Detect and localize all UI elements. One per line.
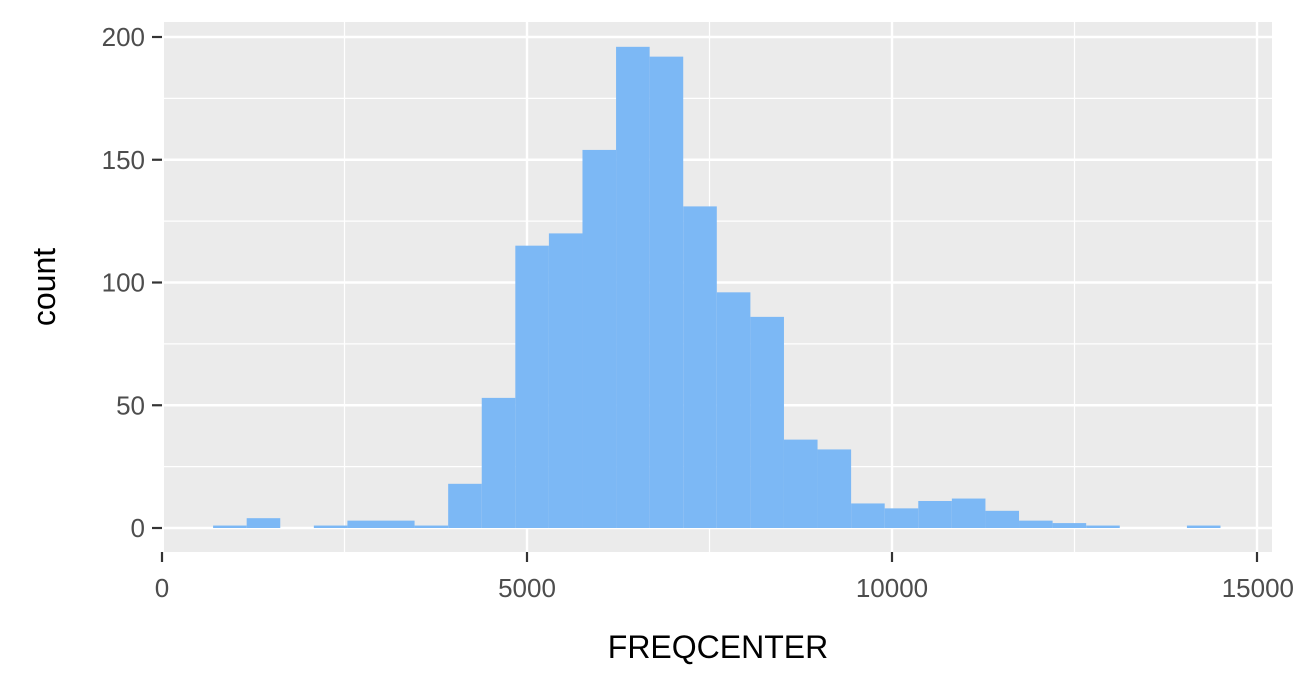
y-tick-label: 150 — [102, 145, 145, 175]
histogram-bar — [951, 498, 986, 528]
x-tick-label: 0 — [155, 573, 169, 603]
major-gridlines — [160, 22, 1272, 552]
histogram-bar — [716, 292, 751, 528]
histogram-bar — [481, 397, 516, 528]
histogram-bar — [783, 439, 818, 528]
x-tick-label: 15000 — [1222, 573, 1294, 603]
histogram-bar — [1019, 520, 1053, 528]
histogram-bar — [1052, 523, 1087, 528]
histogram-bar — [1086, 525, 1120, 528]
histogram-bar — [313, 525, 348, 528]
y-tick-label: 0 — [131, 513, 145, 543]
histogram-bar — [918, 500, 952, 528]
histogram-bar — [985, 510, 1020, 528]
histogram-bar — [347, 520, 381, 528]
histogram-bar — [213, 525, 247, 528]
y-tick-label: 100 — [102, 268, 145, 298]
histogram-bar — [1186, 525, 1221, 528]
histogram-bar — [246, 518, 281, 528]
histogram-bar — [381, 520, 415, 528]
histogram-bar — [817, 449, 852, 528]
histogram-bars — [213, 46, 1221, 529]
x-tick-label: 10000 — [856, 573, 928, 603]
histogram-bar — [884, 508, 919, 528]
y-axis-title: count — [26, 248, 62, 326]
histogram-bar — [582, 149, 617, 528]
histogram-bar — [548, 233, 583, 528]
histogram-bar — [515, 245, 549, 529]
y-tick-label: 50 — [116, 390, 145, 420]
histogram-bar — [616, 46, 650, 528]
histogram-bar — [448, 483, 482, 528]
x-tick-label: 5000 — [498, 573, 556, 603]
x-axis-title: FREQCENTER — [608, 629, 828, 665]
histogram-bar — [414, 525, 449, 528]
histogram-bar — [649, 56, 684, 528]
histogram-bar — [851, 503, 885, 528]
y-tick-label: 200 — [102, 22, 145, 52]
x-axis: 0 5000 10000 15000 — [155, 552, 1294, 603]
histogram-bar — [750, 316, 784, 528]
y-axis: 0 50 100 150 200 — [102, 22, 162, 543]
histogram-bar — [683, 206, 717, 528]
